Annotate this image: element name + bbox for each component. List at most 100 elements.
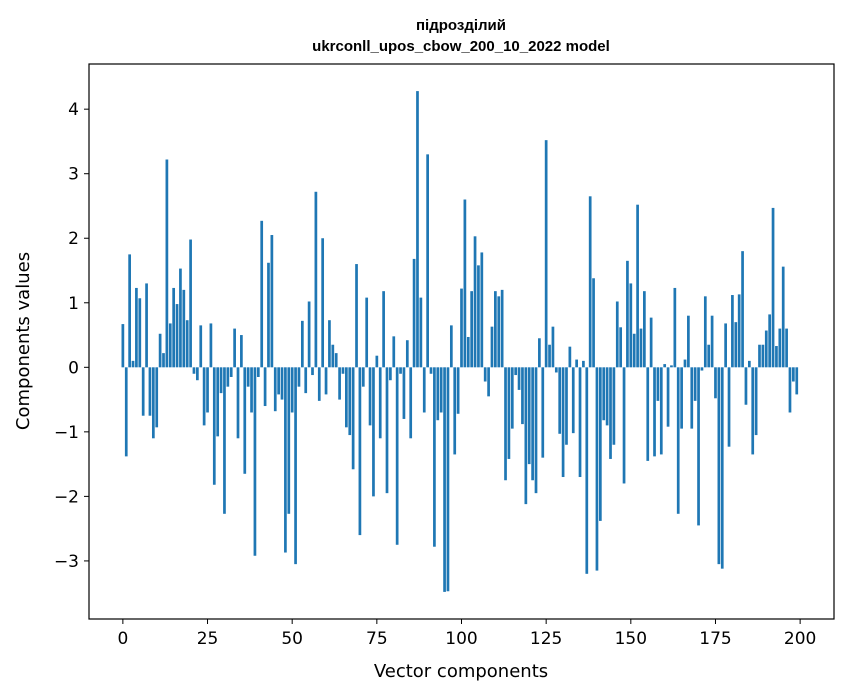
bar: [565, 367, 568, 445]
bar: [527, 367, 531, 465]
bar: [483, 367, 487, 382]
bar: [582, 360, 585, 368]
bar: [294, 367, 297, 565]
bar: [158, 333, 162, 368]
bar: [744, 367, 748, 405]
bar: [697, 367, 700, 526]
bar: [653, 367, 656, 457]
bar: [419, 297, 423, 368]
bar: [385, 367, 389, 494]
bar: [629, 283, 633, 368]
bar: [683, 359, 687, 368]
bar: [710, 315, 714, 368]
bar: [300, 320, 304, 368]
bar: [494, 291, 497, 368]
bar: [138, 298, 142, 368]
bar: [256, 367, 260, 377]
x-tick-label: 200: [784, 629, 816, 649]
x-tick-label: 75: [366, 629, 388, 649]
bar: [690, 367, 694, 429]
bar: [341, 367, 345, 374]
bar: [487, 367, 490, 397]
bar: [307, 301, 311, 368]
bar: [795, 367, 799, 395]
bar: [517, 367, 521, 390]
bar: [128, 254, 131, 368]
bar: [372, 367, 375, 497]
y-tick-label: 3: [68, 165, 79, 185]
bar: [676, 367, 680, 514]
bar: [206, 367, 209, 413]
bar: [439, 367, 443, 413]
bar: [270, 235, 274, 368]
bar: [663, 364, 667, 368]
bar: [592, 278, 595, 368]
bar: [456, 367, 460, 414]
bar: [260, 220, 264, 368]
bar: [500, 289, 504, 368]
bar: [409, 367, 413, 439]
bar: [348, 367, 352, 436]
x-tick-label: 25: [197, 629, 219, 649]
bar: [734, 322, 738, 368]
bar: [639, 328, 643, 368]
bar: [659, 367, 663, 455]
bar: [151, 367, 155, 439]
bar: [141, 367, 145, 416]
bar: [703, 296, 707, 368]
bar: [426, 154, 429, 368]
bar: [375, 355, 379, 368]
bar: [571, 367, 575, 434]
bar: [236, 367, 240, 439]
bar: [670, 365, 673, 368]
bar: [551, 326, 555, 368]
bar: [162, 353, 165, 368]
bar: [243, 367, 247, 474]
chart-title: підрозділий ukrconll_upos_cbow_200_10_20…: [312, 17, 610, 55]
bar: [792, 367, 795, 382]
bar: [345, 367, 348, 428]
bar: [253, 367, 257, 556]
bar: [643, 291, 646, 368]
bar: [612, 367, 616, 445]
bar: [202, 367, 206, 426]
bar: [541, 367, 545, 458]
bar: [389, 367, 392, 381]
bar: [226, 367, 230, 387]
bar: [189, 239, 192, 368]
x-tick-label: 125: [530, 629, 562, 649]
x-axis-ticks: 0 25 50 75 100 125 150 175 200: [117, 619, 816, 649]
bar: [182, 289, 186, 368]
bar: [155, 367, 159, 428]
bar: [446, 367, 450, 592]
bar: [399, 367, 402, 374]
bar: [666, 367, 670, 427]
bar: [233, 328, 236, 368]
bar: [229, 367, 233, 377]
bar: [168, 323, 172, 368]
x-tick-label: 100: [445, 629, 477, 649]
bar: [470, 291, 474, 368]
bar: [368, 367, 372, 426]
bar: [646, 367, 650, 461]
bar: [602, 367, 606, 421]
bar: [175, 304, 179, 368]
y-axis-label: Components values: [13, 252, 34, 430]
bar: [433, 367, 436, 547]
bar: [693, 367, 697, 401]
x-axis-label: Vector components: [374, 661, 548, 682]
bar: [758, 344, 761, 368]
bar: [747, 360, 751, 368]
bar: [626, 260, 629, 368]
bar: [490, 326, 494, 368]
bar: [741, 251, 744, 368]
bar: [507, 367, 511, 459]
bar: [538, 338, 541, 368]
y-tick-label: 4: [68, 100, 79, 120]
bar: [785, 328, 788, 368]
bar: [131, 360, 135, 368]
bar: [558, 367, 562, 434]
bar: [449, 325, 453, 368]
bar: [595, 367, 599, 571]
